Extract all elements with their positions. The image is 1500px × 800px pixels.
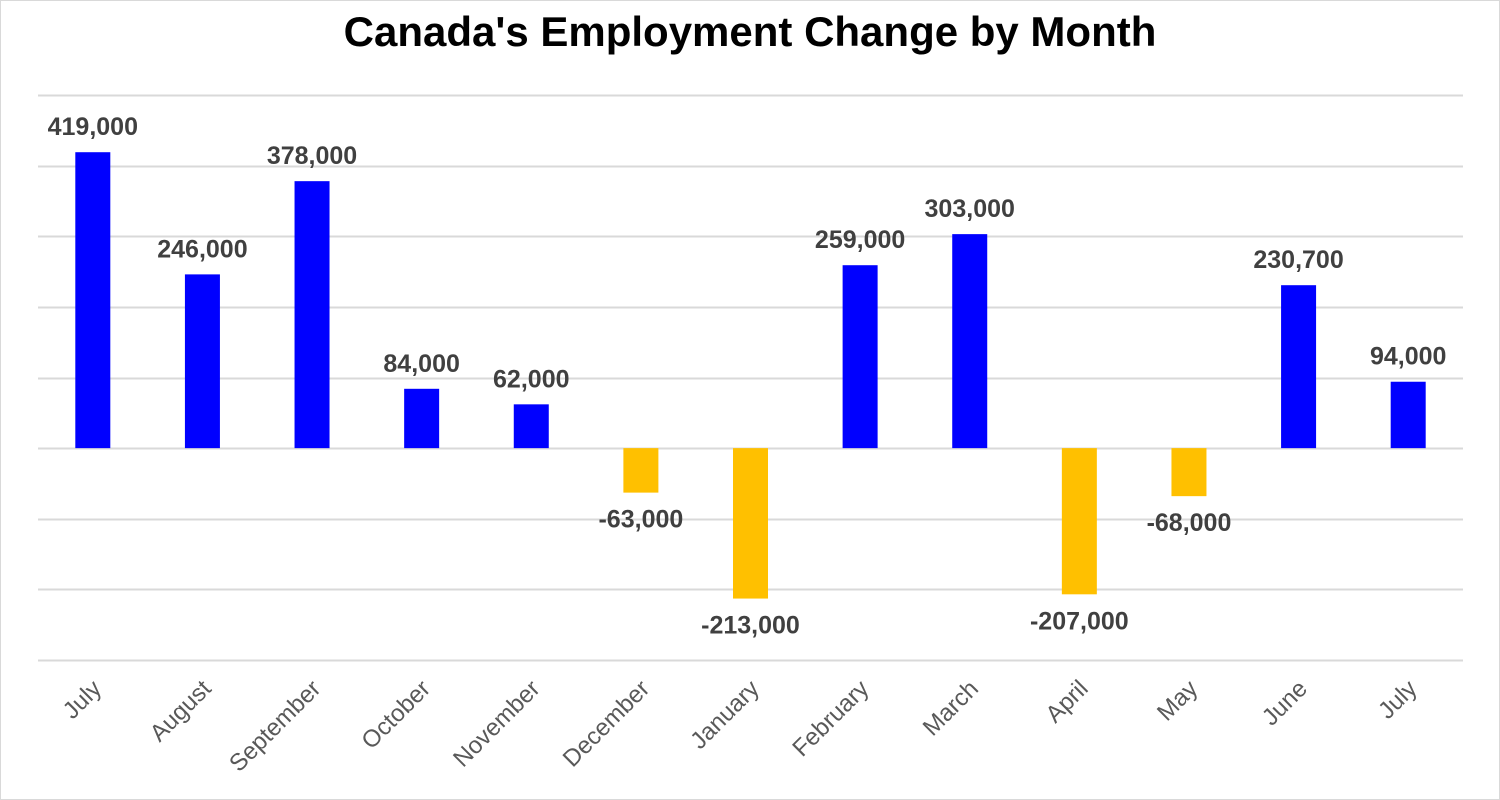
x-tick-label: June [1257, 675, 1313, 731]
x-tick-label: September [224, 675, 326, 777]
x-tick-label: February [787, 675, 874, 762]
data-label: -207,000 [1030, 607, 1129, 635]
bar-february-7 [842, 265, 878, 449]
bar-august-1 [184, 274, 220, 449]
data-label: 246,000 [157, 235, 247, 263]
data-label: 378,000 [267, 142, 357, 170]
x-tick-label: July [1373, 675, 1422, 724]
x-tick-label: January [685, 675, 764, 754]
bar-may-10 [1171, 448, 1207, 497]
data-label: -68,000 [1147, 509, 1232, 537]
x-tick-label: August [145, 675, 217, 747]
data-label: 419,000 [48, 113, 138, 141]
x-tick-label: October [356, 675, 435, 754]
bar-october-3 [404, 388, 440, 449]
bar-april-9 [1061, 448, 1097, 595]
chart-title: Canada's Employment Change by Month [343, 8, 1157, 55]
bar-november-4 [513, 404, 549, 449]
x-tick-label: December [558, 675, 655, 772]
x-tick-labels: July August September October November Decemb… [58, 675, 1423, 777]
bars [75, 152, 1426, 599]
data-label: 84,000 [383, 350, 459, 378]
value-labels: 419,000 246,000 378,000 84,000 62,000 -63,000… [48, 113, 1447, 639]
data-label: -213,000 [701, 612, 800, 640]
data-label: 62,000 [493, 365, 569, 393]
data-label: 259,000 [815, 226, 905, 254]
bar-july-12 [1390, 381, 1426, 449]
x-tick-label: April [1041, 675, 1094, 728]
x-tick-label: November [448, 675, 545, 772]
data-label: 303,000 [925, 195, 1015, 223]
bar-june-11 [1281, 285, 1317, 449]
data-label: -63,000 [598, 506, 683, 534]
bar-march-8 [952, 234, 988, 449]
bar-january-6 [733, 448, 768, 599]
x-tick-label: May [1152, 675, 1203, 726]
bar-september-2 [294, 181, 330, 449]
data-label: 230,700 [1253, 246, 1343, 274]
data-label: 94,000 [1370, 343, 1446, 371]
bar-december-5 [623, 448, 659, 493]
bar-july-0 [75, 152, 111, 449]
x-tick-label: March [918, 675, 984, 741]
x-tick-label: July [58, 675, 107, 724]
